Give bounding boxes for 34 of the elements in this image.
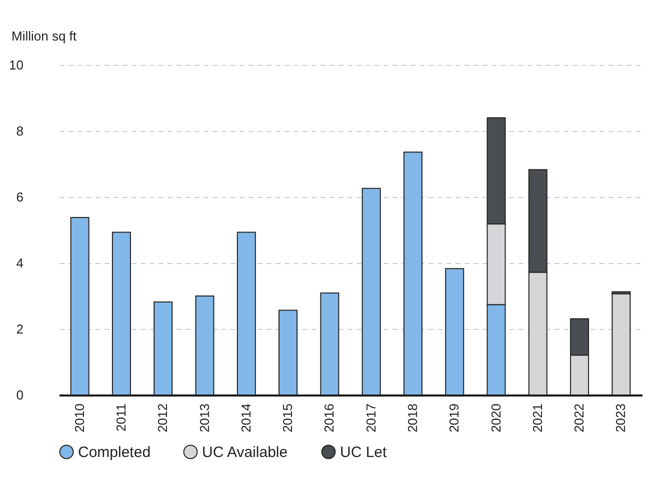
x-tick-label: 2011 [113, 404, 128, 432]
x-tick-label: 2012 [155, 404, 170, 432]
bar [195, 296, 214, 396]
bar [236, 232, 256, 396]
x-tick-label: 2023 [613, 404, 628, 432]
x-tick-label: 2010 [72, 404, 87, 432]
y-tick-label: 4 [16, 256, 24, 270]
bar [320, 292, 340, 396]
x-tick-label: 2022 [572, 404, 587, 432]
legend-label: UC Let [340, 444, 388, 461]
x-tick-label: 2017 [363, 404, 378, 432]
bar [278, 310, 298, 396]
x-tick-label: 2016 [322, 404, 337, 432]
y-tick-label: 8 [16, 124, 24, 138]
bar [403, 152, 422, 396]
bar [154, 301, 173, 396]
legend-label: UC Available [202, 444, 288, 461]
y-tick-label: 6 [16, 190, 24, 204]
y-tick-label: 2 [16, 322, 24, 336]
x-tick-label: 2019 [446, 404, 462, 432]
x-tick-label: 2018 [404, 404, 420, 432]
bar [70, 216, 90, 396]
bar [445, 268, 464, 396]
x-tick-label: 2020 [488, 404, 504, 432]
y-axis-title: Million sq ft [12, 28, 77, 44]
legend-label: Completed [78, 444, 151, 461]
bar [112, 232, 131, 396]
x-tick-label: 2015 [280, 404, 296, 432]
y-tick-label: 0 [16, 388, 24, 402]
y-tick-label: 10 [9, 58, 24, 72]
x-tick-label: 2013 [196, 404, 212, 432]
bar [362, 188, 381, 396]
x-tick-label: 2014 [238, 404, 254, 432]
x-tick-label: 2021 [530, 404, 545, 432]
